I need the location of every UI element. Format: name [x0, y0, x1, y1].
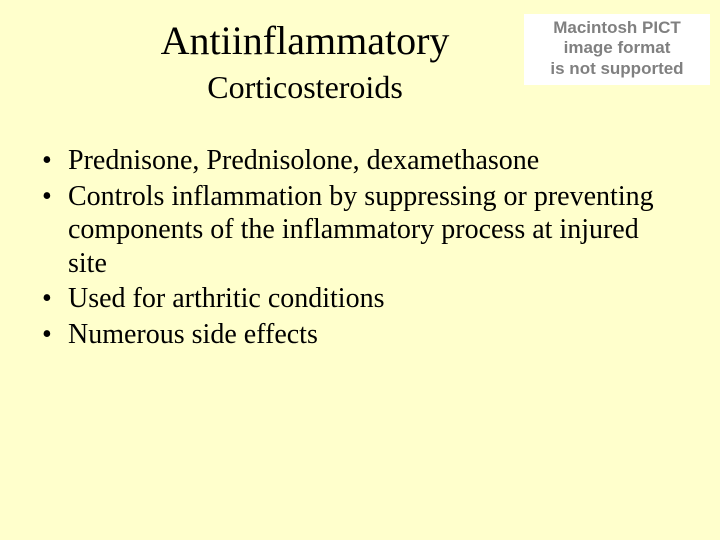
bullet-marker: •: [40, 144, 68, 178]
bullet-marker: •: [40, 180, 68, 214]
title-line2: Corticosteroids: [207, 68, 403, 106]
title-line1: Antiinflammatory: [161, 18, 450, 64]
placeholder-line2: image format: [564, 38, 671, 57]
bullet-text: Controls inflammation by suppressing or …: [68, 180, 680, 281]
placeholder-line3: is not supported: [550, 59, 683, 78]
image-placeholder: Macintosh PICT image format is not suppo…: [524, 14, 710, 85]
placeholder-line1: Macintosh PICT: [553, 18, 681, 37]
bullet-marker: •: [40, 282, 68, 316]
list-item: • Prednisone, Prednisolone, dexamethason…: [40, 144, 680, 178]
list-item: • Controls inflammation by suppressing o…: [40, 180, 680, 281]
bullet-marker: •: [40, 318, 68, 352]
list-item: • Used for arthritic conditions: [40, 282, 680, 316]
bullet-text: Used for arthritic conditions: [68, 282, 680, 316]
list-item: • Numerous side effects: [40, 318, 680, 352]
bullet-text: Prednisone, Prednisolone, dexamethasone: [68, 144, 680, 178]
bullet-list: • Prednisone, Prednisolone, dexamethason…: [40, 144, 680, 354]
slide: Antiinflammatory Corticosteroids Macinto…: [0, 0, 720, 540]
bullet-text: Numerous side effects: [68, 318, 680, 352]
